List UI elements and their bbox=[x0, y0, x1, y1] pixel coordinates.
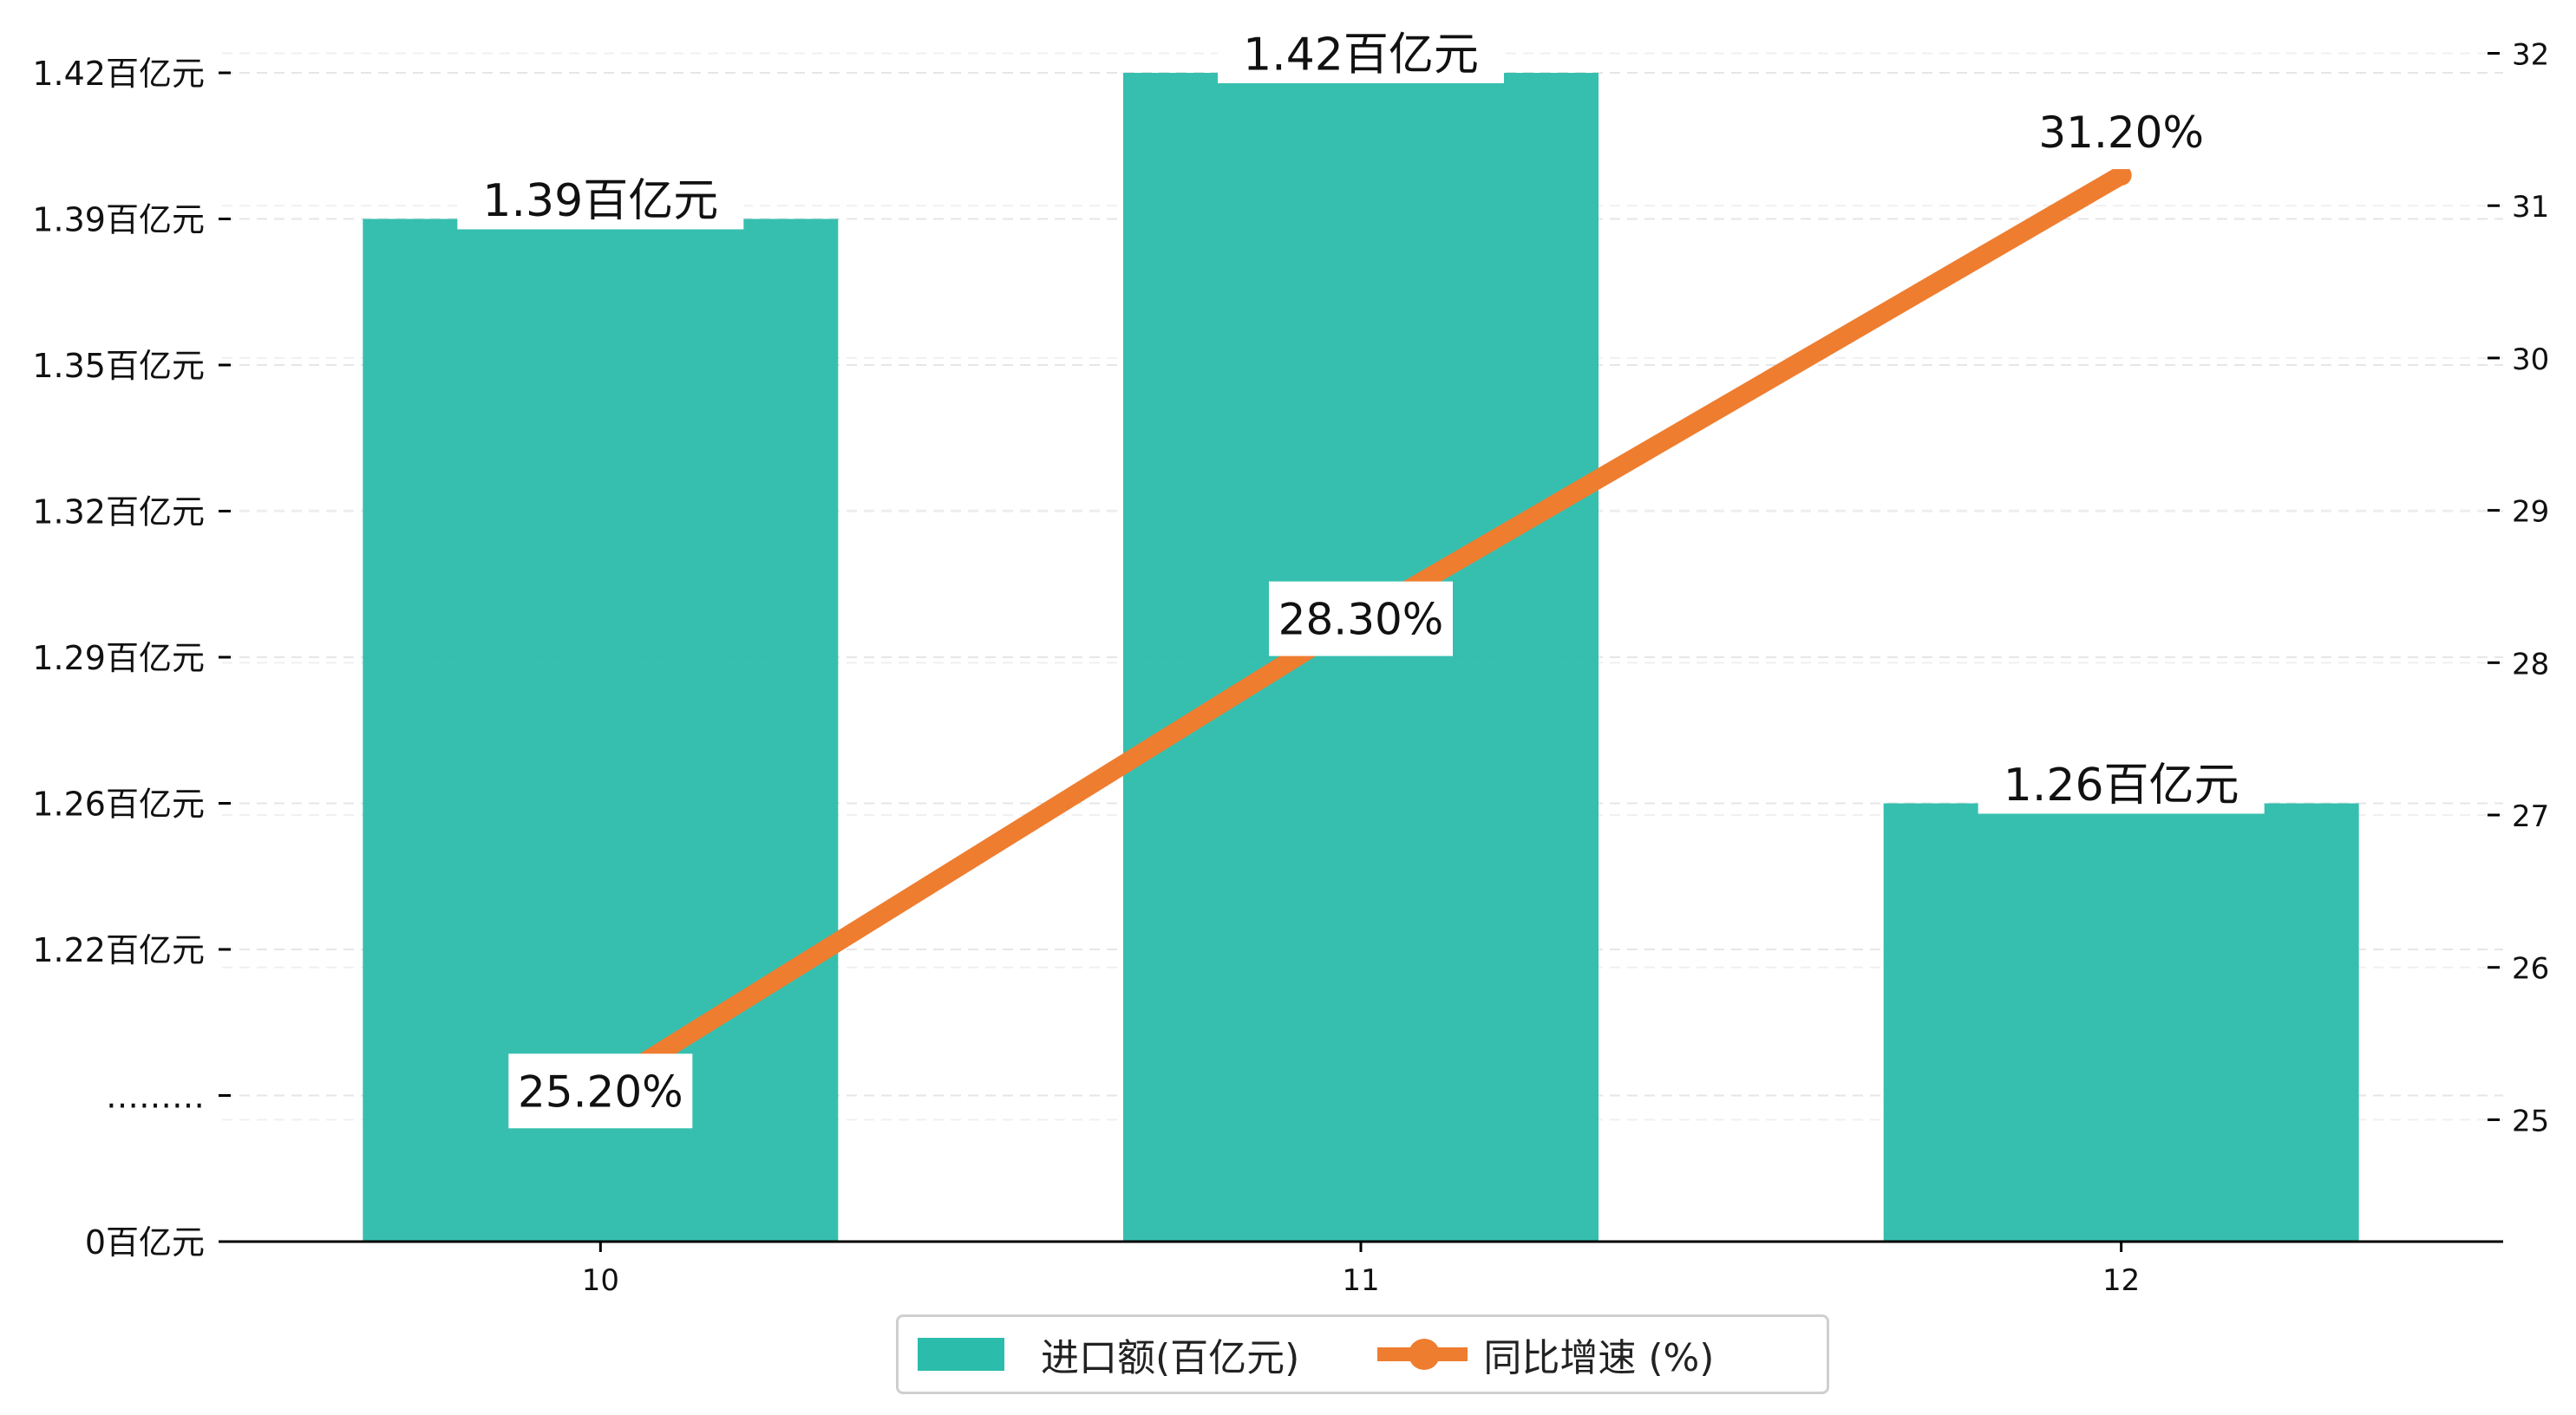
growth-point-12 bbox=[2110, 165, 2132, 186]
line-label-12: 31.20% bbox=[2038, 108, 2204, 158]
legend-item-import: 进口额(百亿元) bbox=[899, 1327, 1299, 1382]
line-label-10-box bbox=[508, 1053, 693, 1129]
right-tick-label: 25 bbox=[2512, 1104, 2549, 1138]
right-tick-label: 26 bbox=[2512, 952, 2549, 987]
legend-swatch-bar bbox=[918, 1338, 1004, 1371]
bar-series-import bbox=[363, 73, 2359, 1242]
axes: 0百亿元 ……… 1.22百亿元 1.26百亿元 1.29百亿元 1.32百亿元 1.35百… bbox=[32, 37, 2549, 1298]
right-tick-label: 30 bbox=[2512, 342, 2549, 377]
bar-12 bbox=[1883, 803, 2359, 1242]
bar-11 bbox=[1123, 73, 1599, 1242]
legend-item-growth: 同比增速 (%) bbox=[1377, 1327, 1714, 1382]
right-tick-label: 32 bbox=[2512, 37, 2549, 72]
left-tick-label: 1.26百亿元 bbox=[32, 786, 205, 824]
x-tick-label: 12 bbox=[2102, 1263, 2140, 1298]
line-label-12-box bbox=[2029, 95, 2213, 170]
bar-label-10: 1.39百亿元 bbox=[482, 175, 718, 227]
right-tick-label: 27 bbox=[2512, 799, 2549, 834]
x-tick-label: 11 bbox=[1342, 1263, 1379, 1298]
right-tick-label: 31 bbox=[2512, 190, 2549, 225]
legend-label-import: 进口额(百亿元) bbox=[1041, 1336, 1300, 1380]
legend: 进口额(百亿元) 同比增速 (%) bbox=[896, 1314, 1829, 1394]
right-tick-label: 28 bbox=[2512, 647, 2549, 681]
bar-label-12-box bbox=[1978, 754, 2265, 814]
left-tick-label: 1.42百亿元 bbox=[32, 55, 205, 93]
left-tick-label: 1.29百亿元 bbox=[32, 639, 205, 677]
line-label-10: 25.20% bbox=[518, 1066, 683, 1117]
line-label-11: 28.30% bbox=[1278, 595, 1444, 645]
bar-label-11: 1.42百亿元 bbox=[1243, 29, 1479, 82]
left-tick-label: ……… bbox=[106, 1078, 205, 1116]
x-tick-label: 10 bbox=[582, 1263, 619, 1298]
left-tick-label: 1.32百亿元 bbox=[32, 493, 205, 531]
legend-swatch-line bbox=[1377, 1337, 1468, 1372]
left-tick-label: 1.35百亿元 bbox=[32, 347, 205, 385]
bar-label-11-box bbox=[1218, 24, 1504, 83]
line-label-11-box bbox=[1269, 581, 1453, 656]
data-labels: 1.39百亿元 1.42百亿元 1.26百亿元 25.20% 28.30% 31.20% bbox=[457, 24, 2265, 1129]
legend-label-growth: 同比增速 (%) bbox=[1483, 1336, 1715, 1380]
left-tick-label: 1.22百亿元 bbox=[32, 931, 205, 969]
left-tick-label: 0百亿元 bbox=[85, 1223, 205, 1262]
left-tick-label: 1.39百亿元 bbox=[32, 201, 205, 239]
bar-label-12: 1.26百亿元 bbox=[2004, 760, 2239, 812]
right-tick-label: 29 bbox=[2512, 495, 2549, 530]
bar-label-10-box bbox=[457, 170, 744, 230]
